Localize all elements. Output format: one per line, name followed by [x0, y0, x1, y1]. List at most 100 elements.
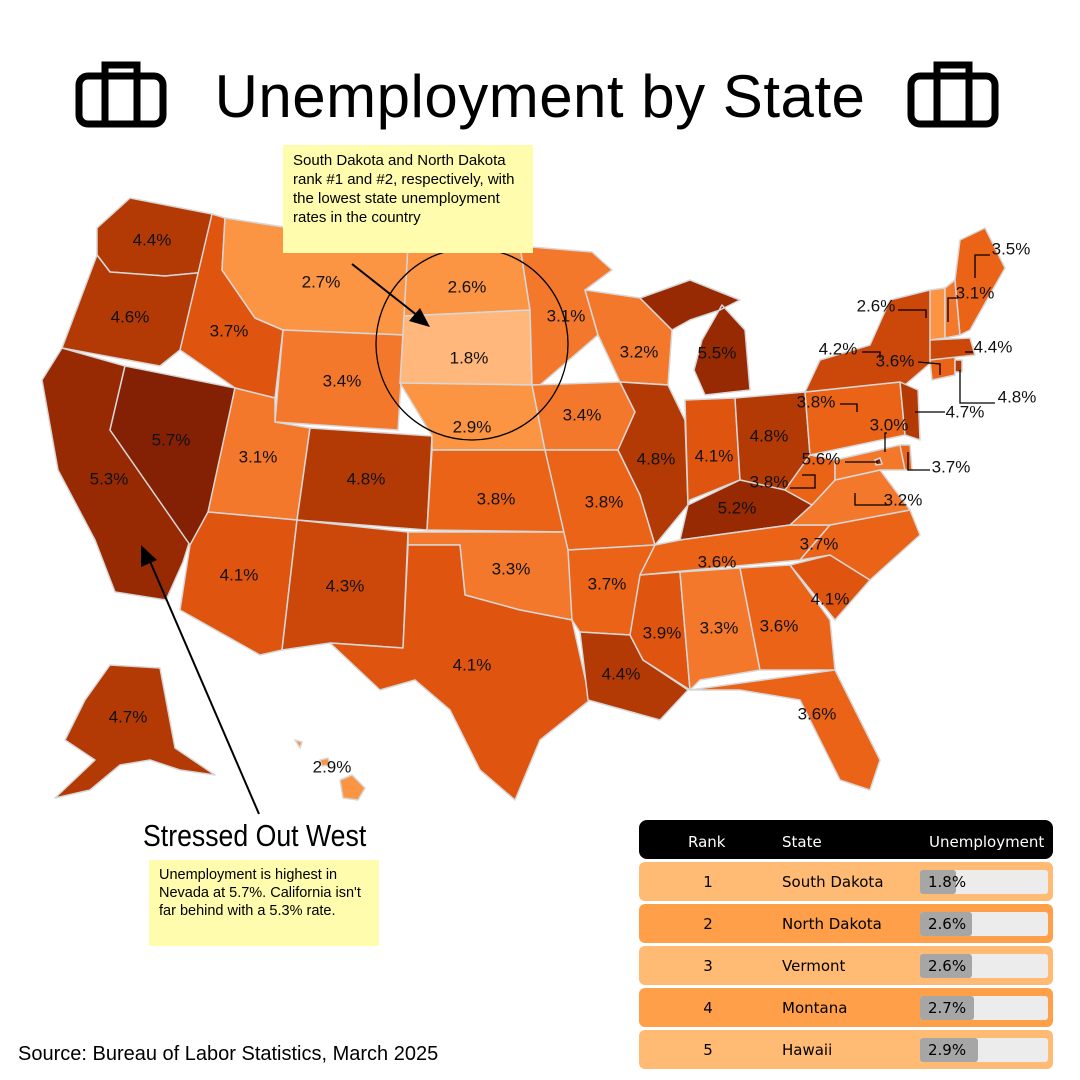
leader-line-delaware [907, 452, 930, 471]
state-label-alabama: 3.3% [700, 618, 739, 637]
state-alabama [679, 567, 761, 691]
state-texas [329, 544, 591, 801]
state-label-wisconsin: 3.2% [620, 342, 659, 361]
state-new-jersey [899, 381, 921, 441]
rank-cell: 2 [703, 915, 713, 933]
west-heading: Stressed Out West [143, 818, 367, 853]
state-label-kansas: 3.8% [477, 489, 516, 508]
state-label-indiana: 4.1% [695, 446, 734, 465]
rate-bar-track: 2.9% [920, 1038, 1048, 1062]
dakotas-annotation: South Dakota and North Dakota rank #1 an… [283, 145, 533, 253]
rate-bar-fill [920, 912, 972, 936]
rate-cell: 1.8% [928, 873, 967, 891]
state-label-missouri: 3.8% [585, 492, 624, 511]
state-label-north-dakota: 2.6% [448, 277, 487, 296]
state-mississippi [629, 571, 691, 691]
leader-line-virginia [854, 493, 890, 506]
state-michigan [639, 279, 751, 396]
state-cell: Montana [782, 999, 848, 1017]
state-district-of-columbia [874, 457, 883, 466]
dakotas-arrow-line [351, 263, 419, 317]
state-label-district-of-columbia: 5.6% [802, 449, 841, 468]
state-label-arkansas: 3.7% [588, 574, 627, 593]
leader-line-new-york [862, 351, 881, 358]
state-alaska [54, 664, 216, 799]
west-arrowhead [141, 545, 157, 567]
state-label-utah: 3.1% [239, 447, 278, 466]
state-label-hawaii: 2.9% [313, 757, 352, 776]
state-florida [689, 669, 881, 791]
state-rhode-island [954, 359, 963, 373]
state-vermont [929, 287, 946, 341]
leader-line-new-hampshire [947, 297, 958, 322]
state-label-delaware: 3.7% [932, 457, 971, 476]
header-rank: Rank [688, 833, 726, 851]
state-hawaii [294, 739, 366, 801]
source-caption: Source: Bureau of Labor Statistics, Marc… [18, 1043, 439, 1065]
leader-line-rhode-island [959, 370, 995, 404]
page-title: Unemployment by State [214, 63, 866, 130]
state-indiana [684, 397, 741, 506]
rate-bar-fill [920, 1038, 978, 1062]
state-label-rhode-island: 4.8% [998, 387, 1037, 406]
rank-cell: 1 [703, 873, 713, 891]
ranking-table: Rank State Unemployment 1 South Dakota 1.8… [639, 820, 1053, 1069]
state-label-louisiana: 4.4% [602, 664, 641, 683]
state-label-new-hampshire: 3.1% [956, 283, 995, 302]
rate-bar-fill [920, 954, 972, 978]
state-label-maine: 3.5% [992, 239, 1031, 258]
state-label-alaska: 4.7% [109, 707, 148, 726]
state-label-minnesota: 3.1% [547, 306, 586, 325]
state-label-mississippi: 3.9% [643, 623, 682, 642]
state-label-arizona: 4.1% [220, 565, 259, 584]
briefcase-icon [75, 61, 167, 128]
state-label-georgia: 3.6% [760, 616, 799, 635]
state-cell: South Dakota [782, 873, 884, 891]
state-label-washington: 4.4% [133, 230, 172, 249]
state-label-colorado: 4.8% [347, 469, 386, 488]
rate-bar-fill [920, 996, 974, 1020]
state-label-north-carolina: 3.7% [800, 534, 839, 553]
state-label-ohio: 4.8% [750, 426, 789, 445]
state-cell: Vermont [782, 957, 846, 975]
table-row: 3 Vermont 2.6% [639, 946, 1053, 985]
state-oregon [61, 254, 208, 367]
state-label-iowa: 3.4% [563, 405, 602, 424]
state-label-nevada: 5.7% [152, 430, 191, 449]
state-label-new-york: 4.2% [819, 339, 858, 358]
leader-line-vermont [898, 309, 927, 318]
west-arrow-line [148, 558, 260, 815]
state-label-pennsylvania: 3.8% [797, 392, 836, 411]
table-row: 5 Hawaii 2.9% [639, 1030, 1053, 1069]
briefcase-icon [907, 61, 999, 128]
state-label-nebraska: 2.9% [453, 417, 492, 436]
leader-line-connecticut [917, 361, 941, 375]
rate-cell: 2.6% [928, 957, 967, 975]
rate-cell: 2.7% [928, 999, 967, 1017]
state-label-texas: 4.1% [453, 655, 492, 674]
state-label-connecticut: 3.6% [876, 351, 915, 370]
state-label-new-jersey: 4.7% [946, 402, 985, 421]
state-cell: Hawaii [782, 1041, 833, 1059]
state-label-california: 5.3% [90, 469, 129, 488]
state-label-south-dakota: 1.8% [450, 348, 489, 367]
rate-bar-track: 2.6% [920, 954, 1048, 978]
rank-cell: 3 [703, 957, 713, 975]
state-maine [954, 227, 1006, 336]
west-annotation: Unemployment is highest in Nevada at 5.7… [149, 860, 379, 946]
state-georgia [739, 564, 836, 671]
header-state: State [782, 833, 822, 851]
dakotas-arrowhead [409, 308, 430, 327]
state-label-wyoming: 3.4% [323, 371, 362, 390]
state-label-montana: 2.7% [302, 272, 341, 291]
table-row: 1 South Dakota 1.8% [639, 862, 1053, 901]
state-label-idaho: 3.7% [210, 321, 249, 340]
rate-cell: 2.6% [928, 915, 967, 933]
leader-line-maryland [884, 432, 887, 452]
state-label-vermont: 2.6% [857, 296, 896, 315]
state-label-michigan: 5.5% [698, 343, 737, 362]
state-wyoming [274, 329, 405, 431]
table-header: Rank State Unemployment [639, 820, 1053, 859]
rate-bar-track: 1.8% [920, 870, 1048, 894]
state-label-virginia: 3.2% [884, 490, 923, 509]
